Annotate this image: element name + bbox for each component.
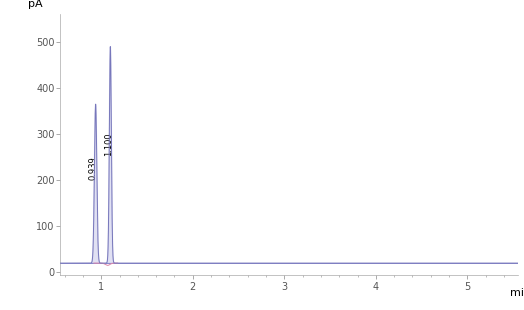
Y-axis label: pA: pA xyxy=(28,0,42,9)
Text: 1.100: 1.100 xyxy=(104,132,113,156)
X-axis label: min: min xyxy=(510,288,524,298)
Text: 0.939: 0.939 xyxy=(89,156,98,180)
